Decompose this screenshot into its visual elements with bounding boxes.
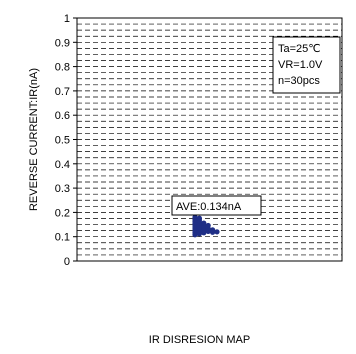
y-tick-label: 0.5 <box>55 135 70 147</box>
conditions-line-temperature: Ta=25℃ <box>278 43 321 55</box>
y-tick-label: 0 <box>64 256 70 268</box>
y-tick-label: 1 <box>64 13 70 25</box>
data-point <box>205 228 211 234</box>
y-tick-label: 0.1 <box>55 232 70 244</box>
y-tick-label: 0.9 <box>55 37 70 49</box>
y-tick-label: 0.2 <box>55 207 70 219</box>
y-tick-label: 0.6 <box>55 110 70 122</box>
conditions-box: Ta=25℃ VR=1.0V n=30pcs <box>272 36 341 94</box>
conditions-line-voltage: VR=1.0V <box>278 59 323 71</box>
point-layer <box>192 214 220 238</box>
data-point <box>210 229 216 235</box>
average-box: AVE:0.134nA <box>171 195 262 216</box>
data-point <box>214 229 220 235</box>
conditions-line-sample-count: n=30pcs <box>278 75 320 87</box>
y-axis-title: REVERSE CURRENT:IR(nA) <box>28 68 40 211</box>
grid-layer <box>77 23 342 256</box>
data-point <box>196 231 202 237</box>
y-tick-label: 0.7 <box>55 86 70 98</box>
y-tick-label: 0.8 <box>55 62 70 74</box>
average-box-frame <box>171 195 262 216</box>
conditions-box-frame <box>272 36 341 94</box>
x-axis-title: IR DISRESION MAP <box>149 334 250 346</box>
y-tick-label: 0.4 <box>55 159 70 171</box>
average-label: AVE:0.134nA <box>176 201 242 213</box>
data-point <box>201 230 207 236</box>
y-tick-layer: 0 0.1 0.2 0.3 0.4 0.5 0.6 0.7 0.8 0.9 1 <box>55 13 77 268</box>
y-tick-label: 0.3 <box>55 183 70 195</box>
data-point <box>192 232 198 238</box>
